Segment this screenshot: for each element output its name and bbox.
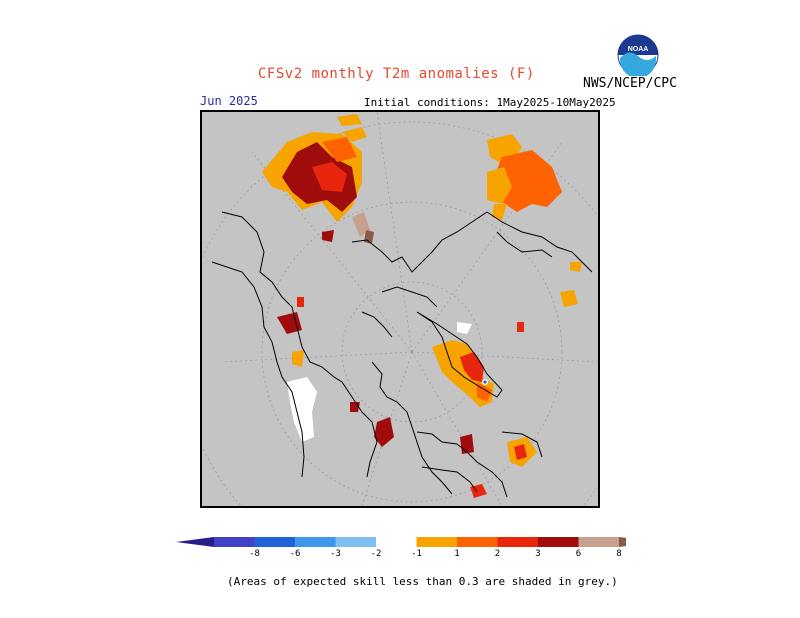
colorbar-swatch — [254, 537, 295, 547]
colorbar-tick-label: -6 — [290, 549, 301, 557]
colorbar-swatches — [176, 537, 657, 547]
colorbar-tick-label: -1 — [411, 549, 422, 557]
colorbar-swatch — [538, 537, 579, 547]
colorbar-tick-label: -3 — [330, 549, 341, 557]
neutral-region — [287, 377, 317, 442]
colorbar-tick-label: 3 — [535, 549, 540, 557]
chart-title: CFSv2 monthly T2m anomalies (F) — [258, 66, 535, 82]
colorbar-tick-labels: -8 -6 -3 -2 -1 1 2 3 6 8 — [249, 549, 622, 559]
anomaly-north-america — [262, 114, 374, 367]
skill-footnote: (Areas of expected skill less than 0.3 a… — [227, 575, 618, 588]
initial-conditions: Initial conditions: 1May2025-10May2025 — [364, 96, 616, 109]
noaa-logo: NOAA — [617, 34, 659, 78]
colorbar-swatch — [578, 537, 619, 547]
polar-map — [200, 110, 600, 508]
colorbar-tick-label: -2 — [371, 549, 382, 557]
colorbar-tick-label: 1 — [454, 549, 459, 557]
coastlines — [211, 211, 593, 498]
colorbar-swatch — [295, 537, 336, 547]
colorbar: -8 -6 -3 -2 -1 1 2 3 6 8 — [176, 535, 657, 561]
colorbar-swatch — [457, 537, 498, 547]
colorbar-swatch — [376, 537, 417, 547]
colorbar-tick-label: 2 — [495, 549, 500, 557]
anomaly-siberia — [487, 134, 562, 220]
colorbar-swatch — [416, 537, 457, 547]
forecast-month: Jun 2025 — [200, 94, 258, 108]
colorbar-arrow-high — [619, 537, 657, 547]
colorbar-swatch — [214, 537, 255, 547]
colorbar-swatch — [497, 537, 538, 547]
colorbar-tick-label: 6 — [576, 549, 581, 557]
logo-text: NOAA — [628, 46, 649, 53]
organization-label: NWS/NCEP/CPC — [583, 76, 677, 91]
anomaly-greenland-europe — [350, 262, 582, 498]
colorbar-tick-label: -8 — [249, 549, 260, 557]
colorbar-tick-label: 8 — [616, 549, 621, 557]
colorbar-arrow-low — [176, 537, 214, 547]
colorbar-swatch — [335, 537, 376, 547]
